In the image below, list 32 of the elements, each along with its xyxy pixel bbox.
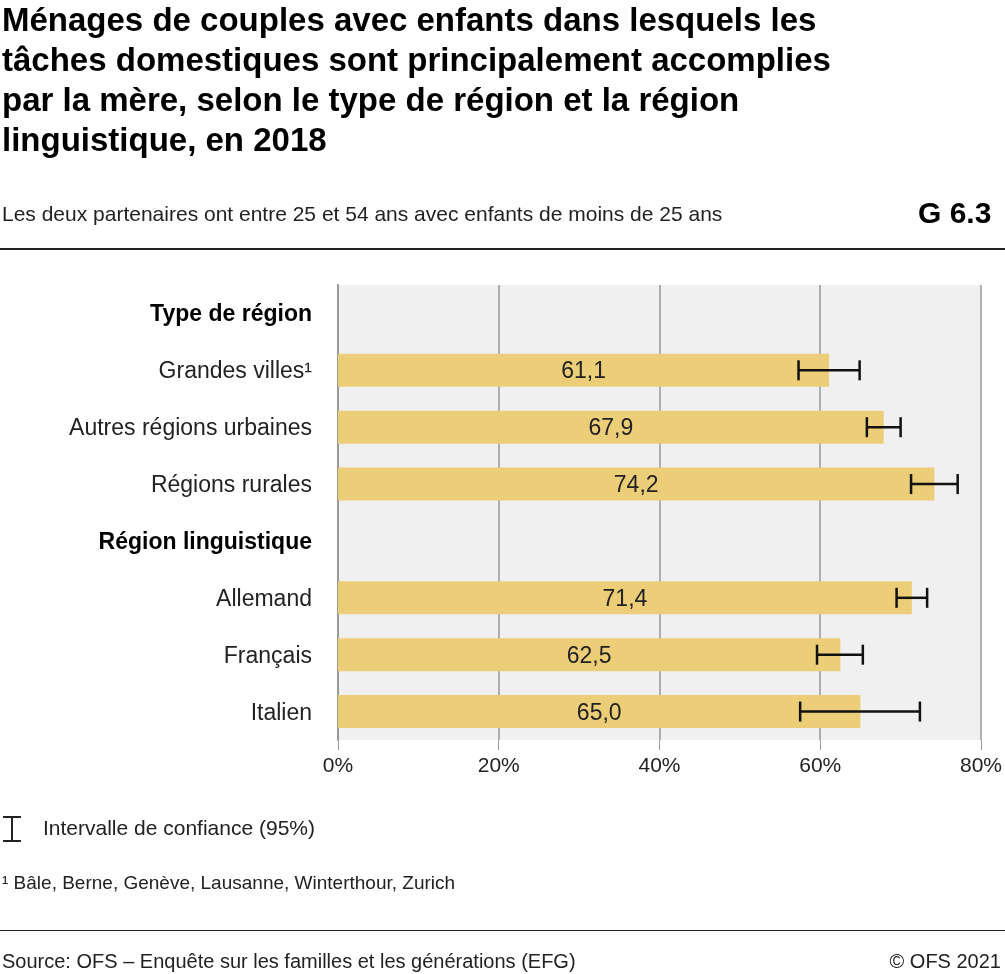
x-tick-label: 40% bbox=[638, 753, 681, 776]
data-label: 74,2 bbox=[613, 471, 659, 498]
x-tick-label: 80% bbox=[959, 753, 1002, 776]
y-tick-label: Italien bbox=[250, 698, 312, 725]
y-tick-label: Type de région bbox=[150, 300, 312, 327]
y-tick-label: Autres régions urbaines bbox=[69, 414, 312, 441]
text: Intervalle de confiance (95%) bbox=[43, 816, 315, 840]
y-tick-label: Régions rurales bbox=[150, 471, 312, 498]
data-label: 67,9 bbox=[588, 414, 634, 441]
bar bbox=[338, 695, 861, 729]
bar bbox=[338, 467, 935, 501]
x-tick-label: 20% bbox=[477, 753, 520, 776]
chart-title: Ménages de couples avec enfants dans lesquels les tâches domestiques sont principalement accomplies par la mère, selon le type de région et la région linguistique, en 2018 bbox=[2, 0, 832, 160]
y-tick-label: Région linguistique bbox=[98, 527, 312, 554]
data-label: 61,1 bbox=[561, 357, 606, 384]
bar bbox=[338, 410, 884, 444]
data-label: 71,4 bbox=[602, 584, 648, 611]
y-tick-label: Allemand bbox=[216, 584, 312, 611]
x-tick-label: 60% bbox=[799, 753, 842, 776]
bar bbox=[338, 638, 841, 672]
bar bbox=[338, 353, 830, 387]
y-tick-label: Grandes villes¹ bbox=[158, 357, 313, 384]
data-label: 65,0 bbox=[576, 698, 622, 725]
text: ¹ Bâle, Berne, Genève, Lausanne, Winterthour, Zurich bbox=[2, 872, 456, 894]
data-label: 62,5 bbox=[566, 641, 612, 668]
bar bbox=[338, 581, 912, 615]
y-tick-label: Français bbox=[223, 641, 312, 668]
chart-subtitle: Les deux partenaires ont entre 25 et 54 ans avec enfants de moins de 25 ans bbox=[2, 202, 723, 226]
text: © OFS 2021 bbox=[889, 950, 1001, 973]
x-tick-label: 0% bbox=[322, 753, 354, 776]
source-note: Source: OFS – Enquête sur les familles et les générations (EFG) bbox=[2, 950, 576, 973]
text: G 6.3 bbox=[918, 196, 992, 230]
